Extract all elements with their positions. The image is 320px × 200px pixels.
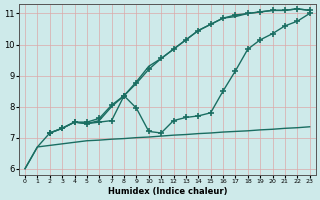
X-axis label: Humidex (Indice chaleur): Humidex (Indice chaleur) — [108, 187, 227, 196]
